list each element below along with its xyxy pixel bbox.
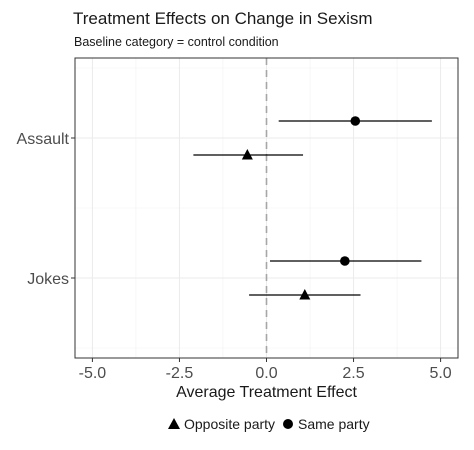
chart-title: Treatment Effects on Change in Sexism: [73, 9, 373, 28]
legend-label: Same party: [298, 416, 370, 432]
x-tick-label: 0.0: [255, 365, 277, 382]
x-tick-label: 5.0: [429, 365, 451, 382]
legend-item: Opposite party: [166, 416, 275, 432]
plot-area: -5.0 -2.5 0.0 2.5 5.0 Assault Jokes Average Tre…: [17, 57, 459, 401]
point-marker: [350, 116, 361, 126]
x-tick-label: -5.0: [79, 365, 107, 382]
legend: Opposite party Same party: [0, 414, 474, 438]
y-tick-label: Assault: [17, 131, 70, 148]
chart-subtitle: Baseline category = control condition: [74, 35, 279, 49]
x-tick-label: -2.5: [166, 365, 194, 382]
y-tick-label: Jokes: [27, 271, 69, 288]
point-marker: [340, 256, 350, 266]
legend-item: Same party: [280, 416, 370, 432]
point-marker: [299, 289, 311, 300]
x-tick-label: 2.5: [342, 365, 364, 382]
point-marker: [241, 149, 253, 160]
circle-marker-icon: [283, 419, 293, 429]
legend-label: Opposite party: [184, 416, 276, 432]
triangle-marker-icon: [168, 418, 180, 429]
x-axis-title: Average Treatment Effect: [176, 384, 357, 401]
